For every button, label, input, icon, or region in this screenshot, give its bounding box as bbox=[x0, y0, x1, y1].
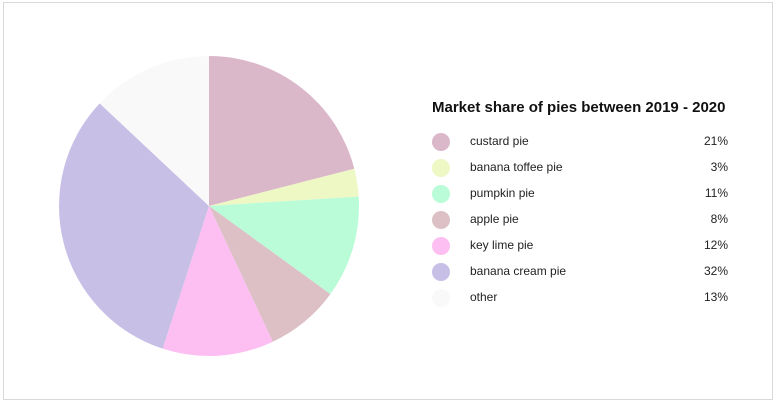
legend-label: banana cream pie bbox=[470, 264, 567, 278]
legend-rows: custard pie 21% banana toffee pie 3% pumpkin… bbox=[432, 130, 728, 312]
legend-value: 21% bbox=[703, 134, 728, 148]
legend-value: 8% bbox=[710, 212, 728, 226]
legend-item: apple pie 8% bbox=[432, 208, 728, 234]
legend-swatch bbox=[432, 185, 450, 203]
legend-swatch bbox=[432, 289, 450, 307]
legend-value: 11% bbox=[704, 186, 728, 200]
legend-item: banana toffee pie 3% bbox=[432, 156, 728, 182]
legend-label: other bbox=[470, 290, 498, 304]
pie-slice-apple-pie bbox=[209, 206, 331, 342]
pie-slice-pumpkin-pie bbox=[209, 196, 359, 295]
pie-chart bbox=[58, 56, 359, 357]
pie-slice-banana-cream-pie bbox=[58, 103, 210, 349]
legend-swatch bbox=[432, 211, 450, 229]
legend-value: 12% bbox=[703, 238, 728, 252]
chart-title: Market share of pies between 2019 - 2020 bbox=[432, 99, 726, 116]
chart-frame: Market share of pies between 2019 - 2020… bbox=[3, 2, 773, 400]
pie-slice-other bbox=[99, 56, 209, 206]
legend-swatch bbox=[432, 237, 450, 255]
legend-label: custard pie bbox=[470, 134, 529, 148]
legend-swatch bbox=[432, 133, 450, 151]
legend-swatch bbox=[432, 263, 450, 281]
pie-slice-key-lime-pie bbox=[162, 206, 273, 357]
legend-label: apple pie bbox=[470, 212, 519, 226]
legend-label: banana toffee pie bbox=[470, 160, 563, 174]
pie-slice-custard-pie bbox=[209, 56, 355, 206]
legend-item: custard pie 21% bbox=[432, 130, 728, 156]
legend-item: banana cream pie 32% bbox=[432, 260, 728, 286]
legend: Market share of pies between 2019 - 2020… bbox=[432, 99, 728, 312]
legend-value: 32% bbox=[703, 264, 728, 278]
legend-item: pumpkin pie 11% bbox=[432, 182, 728, 208]
pie-slice-banana-toffee-pie bbox=[209, 168, 359, 206]
legend-item: other 13% bbox=[432, 286, 728, 312]
legend-value: 3% bbox=[710, 160, 728, 174]
legend-swatch bbox=[432, 159, 450, 177]
legend-label: pumpkin pie bbox=[470, 186, 535, 200]
legend-item: key lime pie 12% bbox=[432, 234, 728, 260]
legend-label: key lime pie bbox=[470, 238, 534, 252]
legend-value: 13% bbox=[703, 290, 728, 304]
